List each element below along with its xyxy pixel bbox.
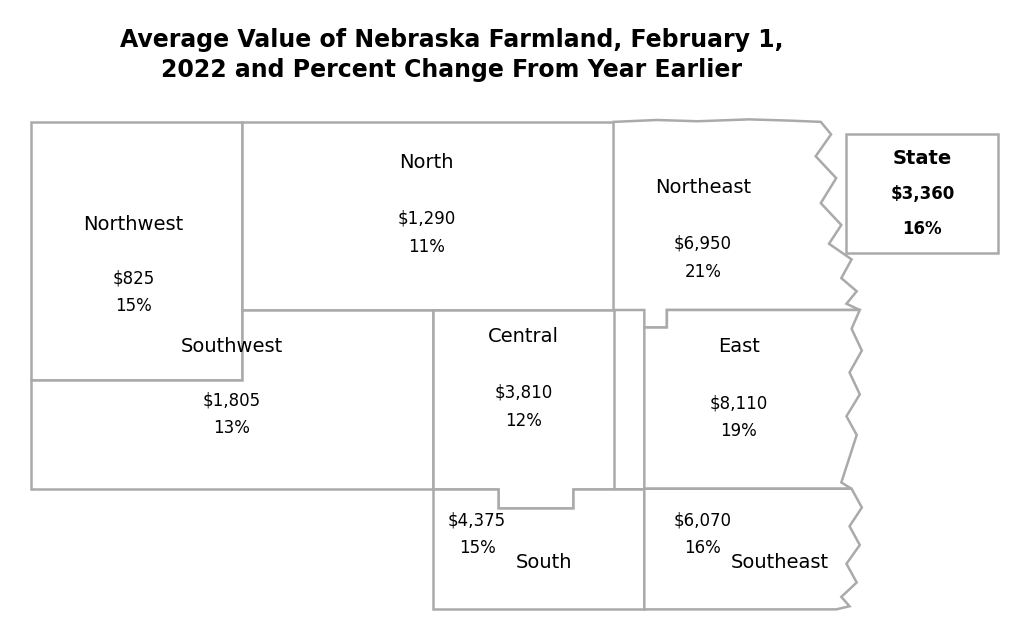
Text: Central: Central bbox=[487, 327, 559, 346]
Text: $3,810: $3,810 bbox=[495, 384, 552, 401]
Polygon shape bbox=[433, 489, 644, 609]
Text: 16%: 16% bbox=[684, 539, 721, 557]
Polygon shape bbox=[242, 122, 614, 310]
Text: Southwest: Southwest bbox=[181, 338, 283, 356]
Text: Northwest: Northwest bbox=[83, 216, 184, 234]
Text: 13%: 13% bbox=[213, 419, 250, 437]
Text: North: North bbox=[399, 153, 455, 172]
Text: East: East bbox=[718, 338, 759, 356]
Text: Northeast: Northeast bbox=[655, 178, 751, 197]
Text: Average Value of Nebraska Farmland, February 1,
2022 and Percent Change From Yea: Average Value of Nebraska Farmland, Febr… bbox=[120, 28, 783, 82]
Text: Southeast: Southeast bbox=[731, 553, 829, 572]
Polygon shape bbox=[644, 489, 862, 609]
Text: $1,805: $1,805 bbox=[203, 391, 261, 409]
Polygon shape bbox=[433, 310, 644, 508]
Text: 15%: 15% bbox=[115, 298, 152, 315]
Text: South: South bbox=[515, 553, 573, 572]
Text: $825: $825 bbox=[112, 269, 155, 287]
Text: 21%: 21% bbox=[684, 263, 721, 281]
Text: State: State bbox=[893, 149, 952, 168]
Polygon shape bbox=[31, 310, 433, 489]
Polygon shape bbox=[31, 122, 242, 380]
Text: $6,070: $6,070 bbox=[674, 511, 732, 529]
Text: 16%: 16% bbox=[903, 221, 942, 238]
Text: 19%: 19% bbox=[720, 422, 757, 440]
Text: $6,950: $6,950 bbox=[674, 235, 732, 252]
Text: $1,290: $1,290 bbox=[398, 210, 456, 227]
Text: $3,360: $3,360 bbox=[891, 185, 954, 202]
Text: 12%: 12% bbox=[505, 412, 542, 429]
Polygon shape bbox=[614, 119, 860, 328]
FancyBboxPatch shape bbox=[846, 134, 998, 253]
Polygon shape bbox=[644, 310, 862, 489]
Text: $4,375: $4,375 bbox=[448, 511, 506, 529]
Text: 15%: 15% bbox=[459, 539, 496, 557]
Text: $8,110: $8,110 bbox=[710, 394, 767, 412]
Text: 11%: 11% bbox=[408, 238, 445, 256]
